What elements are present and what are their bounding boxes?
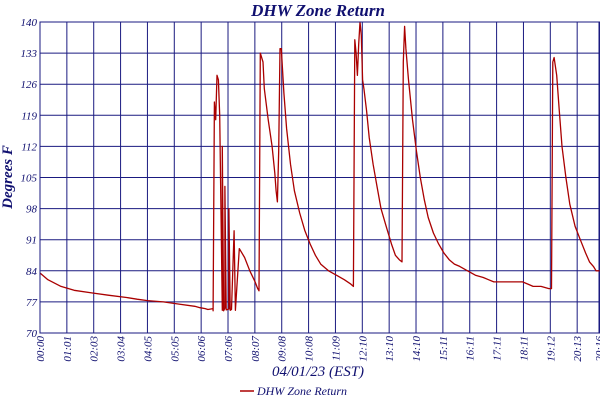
y-tick-label: 105	[21, 173, 38, 185]
x-tick-label: 13:10	[384, 336, 396, 362]
x-tick-label: 01:01	[62, 336, 74, 362]
x-tick-label: 00:00	[35, 336, 47, 362]
x-tick-label: 19:12	[545, 336, 557, 362]
x-tick-label: 16:11	[465, 336, 477, 361]
y-tick-label: 133	[21, 48, 38, 60]
x-tick-label: 20:16	[594, 336, 600, 362]
y-tick-label: 140	[21, 17, 38, 29]
x-tick-label: 12:10	[357, 336, 369, 362]
x-tick-label: 20:13	[572, 336, 584, 362]
x-tick-label: 02:03	[89, 336, 101, 362]
chart-grid	[39, 21, 600, 334]
x-tick-label: 15:11	[438, 336, 450, 361]
y-axis-label: Degrees F	[0, 145, 16, 210]
x-tick-label: 10:08	[304, 336, 316, 362]
x-tick-label: 05:05	[169, 336, 181, 362]
x-tick-label: 04:05	[142, 336, 154, 362]
y-tick-label: 98	[26, 204, 38, 216]
x-tick-label: 08:07	[250, 336, 262, 362]
y-tick-label: 126	[21, 79, 38, 91]
x-axis-ticks: 00:00 01:01 02:03 03:04 04:05 05:05 06:06 07:06…	[35, 336, 600, 362]
x-tick-label: 17:11	[492, 336, 504, 361]
x-axis-label: 04/01/23 (EST)	[272, 364, 364, 380]
y-tick-label: 91	[26, 235, 37, 247]
y-tick-label: 119	[21, 110, 37, 122]
x-tick-label: 14:10	[411, 336, 423, 362]
y-tick-label: 84	[26, 266, 38, 278]
x-tick-label: 11:09	[330, 336, 342, 361]
y-tick-label: 77	[26, 297, 38, 309]
y-tick-label: 70	[26, 328, 38, 340]
y-axis-ticks: 70 77 84 91 98 105 112 119 126 133 140	[21, 17, 38, 340]
x-tick-label: 06:06	[196, 336, 208, 362]
x-tick-label: 18:11	[518, 336, 530, 361]
series-line-dhw-zone-return	[39, 21, 600, 312]
chart-title: DHW Zone Return	[250, 1, 385, 20]
x-tick-label: 07:06	[223, 336, 235, 362]
legend: DHW Zone Return	[240, 384, 347, 398]
series-layer	[39, 21, 600, 312]
y-tick-label: 112	[21, 141, 37, 153]
legend-label: DHW Zone Return	[256, 384, 347, 398]
x-tick-label: 09:08	[277, 336, 289, 362]
plot-frame	[39, 21, 600, 334]
x-tick-label: 03:04	[116, 336, 128, 362]
